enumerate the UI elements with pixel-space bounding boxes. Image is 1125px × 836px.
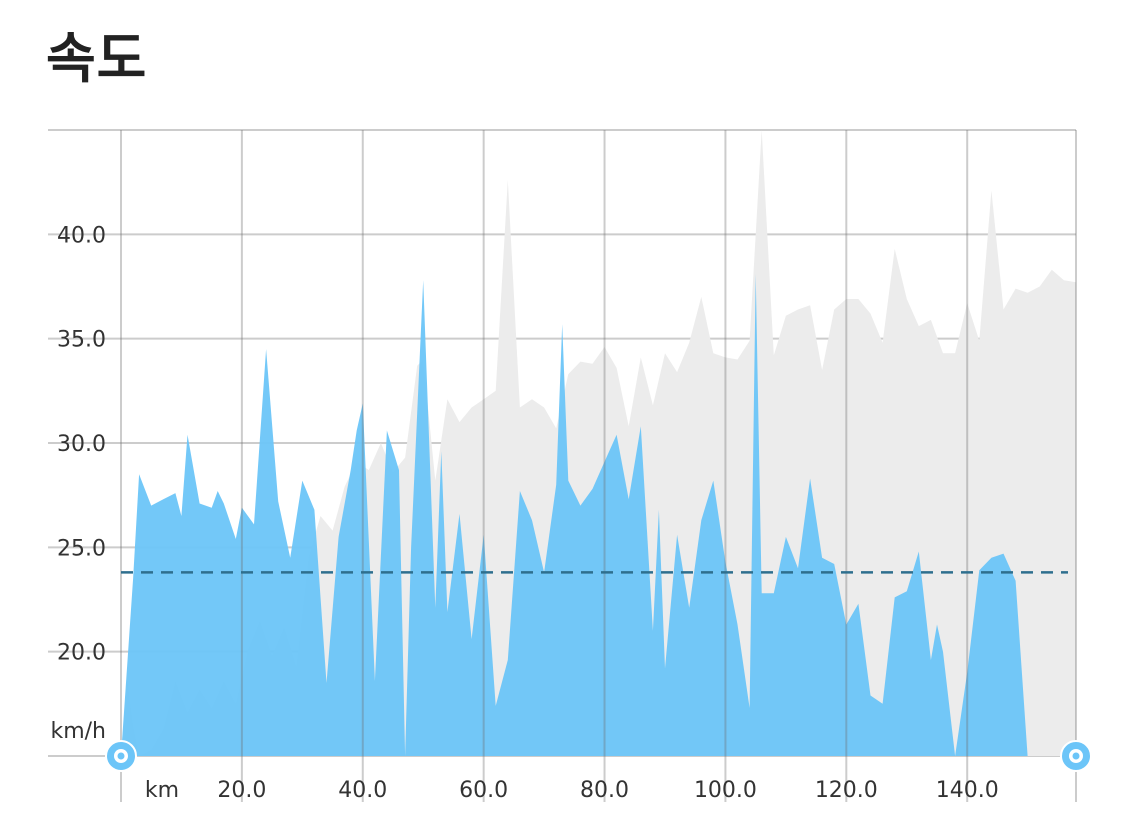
x-tick-label: 60.0 bbox=[459, 778, 508, 803]
y-tick-label: 35.0 bbox=[57, 328, 106, 353]
y-tick-label: 30.0 bbox=[57, 432, 106, 457]
handle-dot bbox=[117, 752, 125, 760]
range-handle-start[interactable] bbox=[105, 740, 137, 772]
y-tick-label: 40.0 bbox=[57, 223, 106, 248]
y-tick-label: 20.0 bbox=[57, 641, 106, 666]
y-unit-label: km/h bbox=[50, 719, 106, 744]
series-current-area bbox=[121, 274, 1076, 756]
x-unit-label: km bbox=[145, 778, 179, 803]
x-tick-label: 80.0 bbox=[580, 778, 629, 803]
y-tick-label: 25.0 bbox=[57, 536, 106, 561]
page-title: 속도 bbox=[46, 27, 148, 90]
handle-dot bbox=[1072, 752, 1080, 760]
x-tick-label: 140.0 bbox=[936, 778, 999, 803]
chart-tick-labels: 20.0 25.0 30.0 35.0 40.0 km/h km 20.0 40.0 60.0 80… bbox=[50, 223, 998, 803]
chart-range-handles bbox=[105, 740, 1092, 772]
chart-areas bbox=[121, 130, 1076, 756]
chart-vertical-gridlines bbox=[120, 130, 1077, 802]
x-tick-label: 120.0 bbox=[815, 778, 878, 803]
x-tick-label: 20.0 bbox=[217, 778, 266, 803]
range-handle-end[interactable] bbox=[1060, 740, 1092, 772]
x-tick-label: 40.0 bbox=[338, 778, 387, 803]
x-tick-label: 100.0 bbox=[694, 778, 757, 803]
